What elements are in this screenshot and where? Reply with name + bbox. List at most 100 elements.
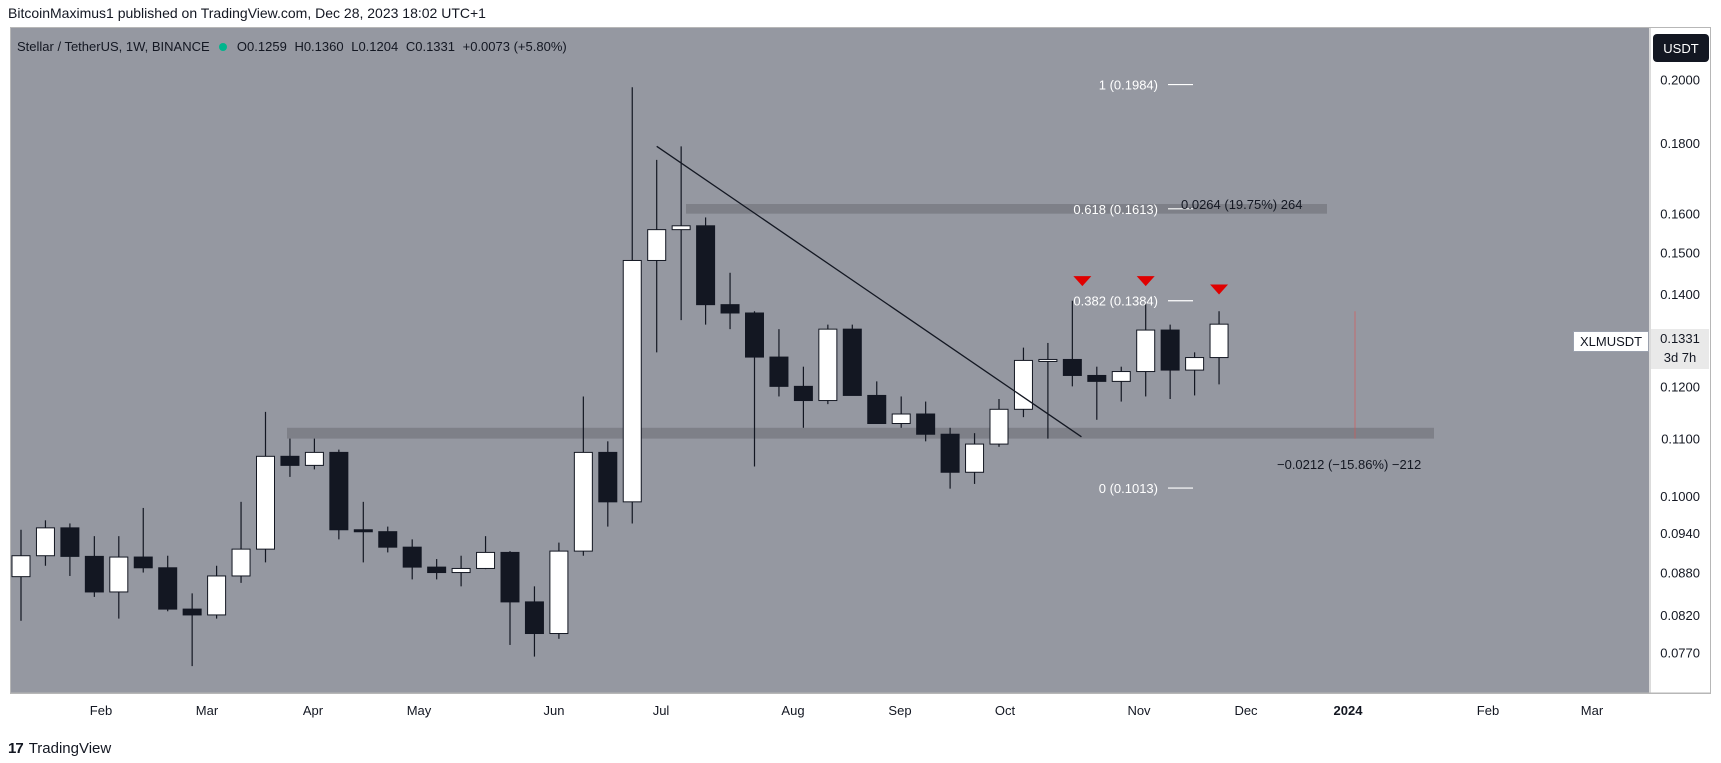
change-value: +0.0073 (+5.80%) bbox=[462, 39, 567, 54]
bear-candle-body bbox=[402, 546, 422, 568]
candle bbox=[793, 366, 813, 428]
candle bbox=[1038, 342, 1058, 439]
bear-candle-body bbox=[598, 451, 618, 503]
bear-candle-body bbox=[1160, 329, 1180, 371]
x-tick-label: Apr bbox=[303, 703, 324, 718]
candle bbox=[231, 501, 251, 583]
candle bbox=[158, 555, 178, 612]
candle bbox=[524, 586, 544, 657]
candle bbox=[304, 438, 324, 470]
open-value: 0.1259 bbox=[247, 39, 287, 54]
bear-candle-body bbox=[500, 551, 520, 603]
brand-footer[interactable]: 17 TradingView bbox=[8, 740, 111, 757]
candle bbox=[1209, 311, 1229, 385]
close-value: 0.1331 bbox=[415, 39, 455, 54]
bull-candle-body bbox=[1209, 323, 1229, 359]
high-value: 0.1360 bbox=[303, 39, 344, 54]
bear-candle-body bbox=[1062, 358, 1082, 376]
bear-candle-body bbox=[329, 451, 349, 531]
candle bbox=[133, 507, 153, 573]
y-axis: 0.2000 0.1800 0.1600 0.1500 0.1400 0.1200 0.11… bbox=[1660, 73, 1700, 661]
y-tick-label: 0.0770 bbox=[1660, 646, 1700, 661]
low-label: L bbox=[351, 39, 359, 54]
red-arrow-icon bbox=[1073, 276, 1092, 287]
bear-candle-body bbox=[353, 529, 373, 533]
bull-candle-body bbox=[1111, 371, 1131, 382]
high-label: H bbox=[294, 39, 304, 54]
candle bbox=[818, 324, 838, 405]
candle bbox=[573, 396, 593, 556]
fib-level-label: 0.382 (0.1384) bbox=[1073, 294, 1158, 309]
bear-candle-body bbox=[745, 312, 764, 358]
trendline bbox=[656, 145, 1082, 438]
bear-candle-body bbox=[793, 385, 813, 402]
bar-countdown: 3d 7h bbox=[1663, 350, 1697, 365]
brand-name: TradingView bbox=[28, 740, 112, 757]
bull-candle-body bbox=[109, 556, 129, 593]
candle bbox=[476, 536, 496, 570]
bear-candle-body bbox=[916, 413, 936, 435]
bear-candle-body bbox=[524, 601, 544, 635]
bear-candle-body bbox=[133, 556, 153, 569]
y-tick-label: 0.0940 bbox=[1660, 526, 1700, 541]
candle bbox=[745, 311, 764, 467]
last-price-value: 0.1331 bbox=[1660, 331, 1700, 346]
candle bbox=[427, 559, 447, 580]
candle bbox=[842, 324, 862, 396]
candle bbox=[109, 536, 129, 619]
candle bbox=[720, 272, 740, 330]
measure-down-label: −0.0212 (−15.86%) −212 bbox=[1277, 457, 1421, 472]
x-tick-label: Jul bbox=[653, 703, 670, 718]
candle bbox=[1013, 347, 1033, 418]
x-tick-label: Aug bbox=[781, 703, 804, 718]
bull-candle-body bbox=[11, 555, 31, 578]
symbol-bar: Stellar / TetherUS, 1W, BINANCE O0.1259 … bbox=[17, 39, 571, 54]
bear-candle-body bbox=[842, 328, 862, 396]
bear-candle-body bbox=[84, 555, 104, 593]
y-tick-label: 0.2000 bbox=[1660, 73, 1700, 88]
publisher-line: BitcoinMaximus1 published on TradingView… bbox=[8, 5, 486, 21]
candle bbox=[940, 427, 960, 489]
x-axis: Feb Mar Apr May Jun Jul Aug Sep Oct Nov Dec 2024 Feb… bbox=[90, 703, 1604, 718]
candle bbox=[916, 401, 936, 442]
symbol-title: Stellar / TetherUS, 1W, BINANCE bbox=[17, 39, 210, 54]
bull-candle-body bbox=[891, 413, 911, 425]
x-tick-label: 2024 bbox=[1334, 703, 1364, 718]
bull-candle-body bbox=[989, 408, 1009, 445]
candle bbox=[256, 411, 275, 563]
candle bbox=[671, 146, 691, 321]
candle bbox=[280, 438, 300, 477]
y-tick-label: 0.1800 bbox=[1660, 136, 1700, 151]
bull-candle-body bbox=[549, 550, 569, 635]
bear-candle-body bbox=[280, 455, 300, 466]
candle bbox=[622, 87, 642, 524]
x-tick-label: Mar bbox=[196, 703, 219, 718]
candle bbox=[1185, 352, 1205, 396]
bull-candle-body bbox=[207, 575, 227, 616]
close-label: C bbox=[405, 39, 416, 54]
candle bbox=[1087, 366, 1107, 420]
bull-candle-body bbox=[573, 451, 593, 552]
x-tick-label: Mar bbox=[1581, 703, 1604, 718]
bull-candle-body bbox=[647, 229, 667, 261]
symbol-price-tag: XLMUSDT bbox=[1573, 331, 1650, 352]
bull-candle-body bbox=[1038, 358, 1058, 362]
y-tick-label: 0.1200 bbox=[1660, 379, 1700, 394]
candle bbox=[329, 449, 349, 540]
candle bbox=[378, 526, 398, 553]
bull-candle-body bbox=[1136, 329, 1156, 373]
bull-candle-body bbox=[622, 259, 642, 503]
candle bbox=[60, 523, 80, 576]
support-zone bbox=[287, 427, 1434, 439]
x-tick-label: Feb bbox=[1477, 703, 1499, 718]
y-tick-label: 0.1500 bbox=[1660, 245, 1700, 260]
currency-button[interactable]: USDT bbox=[1653, 34, 1709, 62]
x-tick-label: Nov bbox=[1127, 703, 1151, 718]
candle bbox=[35, 520, 55, 566]
bear-candle-body bbox=[427, 566, 447, 574]
candle bbox=[1160, 324, 1180, 400]
candle bbox=[891, 396, 911, 428]
x-tick-label: Dec bbox=[1234, 703, 1258, 718]
bull-candle-body bbox=[231, 548, 251, 577]
